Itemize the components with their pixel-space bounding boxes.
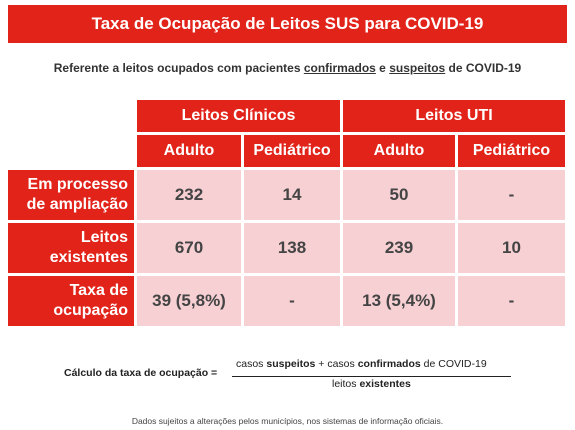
formula-text-bold: existentes — [359, 378, 411, 390]
formula-text-bold: confirmados — [357, 358, 421, 370]
group-header-leitos-clinicos: Leitos Clínicos — [137, 100, 340, 132]
subheader-pediatrico-clinicos: Pediátrico — [244, 135, 340, 167]
table-cell: 13 (5,4%) — [343, 276, 455, 326]
page-title: Taxa de Ocupação de Leitos SUS para COVI… — [91, 14, 484, 33]
row-label-line1: Taxa de — [69, 282, 128, 299]
row-label-line2: existentes — [49, 249, 128, 266]
row-label-line2: de ampliação — [26, 196, 128, 213]
subtitle-text-1: Referente a leitos ocupados com paciente… — [53, 61, 304, 75]
formula-text: de COVID-19 — [420, 358, 487, 370]
subtitle: Referente a leitos ocupados com paciente… — [0, 61, 575, 75]
formula-text: leitos — [332, 378, 360, 390]
table-cell: 138 — [244, 223, 340, 273]
group-header-leitos-uti: Leitos UTI — [343, 100, 565, 132]
title-bar: Taxa de Ocupação de Leitos SUS para COVI… — [8, 5, 567, 43]
table-cell: 239 — [343, 223, 455, 273]
table-cell: 50 — [343, 170, 455, 220]
formula-label: Cálculo da taxa de ocupação = — [64, 367, 218, 379]
row-label-line2: ocupação — [53, 302, 128, 319]
table-cell: - — [458, 170, 565, 220]
row-label-line1: Em processo — [27, 176, 128, 193]
row-label-leitos-existentes: Leitos existentes — [8, 223, 134, 273]
formula-text: + casos — [315, 358, 358, 370]
formula-text-bold: suspeitos — [266, 358, 316, 370]
table-cell: 10 — [458, 223, 565, 273]
table-cell: 14 — [244, 170, 340, 220]
row-label-taxa-de-ocupacao: Taxa de ocupação — [8, 276, 134, 326]
table-cell: - — [458, 276, 565, 326]
subheader-adulto-uti: Adulto — [343, 135, 455, 167]
table-cell: - — [244, 276, 340, 326]
table-cell: 39 (5,8%) — [137, 276, 241, 326]
subtitle-text-2: e — [375, 61, 390, 75]
subtitle-suspeitos: suspeitos — [389, 61, 446, 75]
formula-numerator: casos suspeitos + casos confirmados de C… — [236, 358, 487, 370]
subheader-pediatrico-uti: Pediátrico — [458, 135, 565, 167]
footnote: Dados sujeitos a alterações pelos municí… — [131, 416, 444, 426]
subheader-adulto-clinicos: Adulto — [137, 135, 241, 167]
table-cell: 232 — [137, 170, 241, 220]
row-label-line1: Leitos — [80, 229, 128, 246]
table-cell: 670 — [137, 223, 241, 273]
subtitle-confirmados: confirmados — [303, 61, 376, 75]
formula-text: casos — [236, 358, 267, 370]
subtitle-text-3: de COVID-19 — [445, 61, 522, 75]
row-label-em-processo: Em processo de ampliação — [8, 170, 134, 220]
fraction-line — [232, 376, 511, 377]
formula-denominator: leitos existentes — [332, 378, 411, 390]
